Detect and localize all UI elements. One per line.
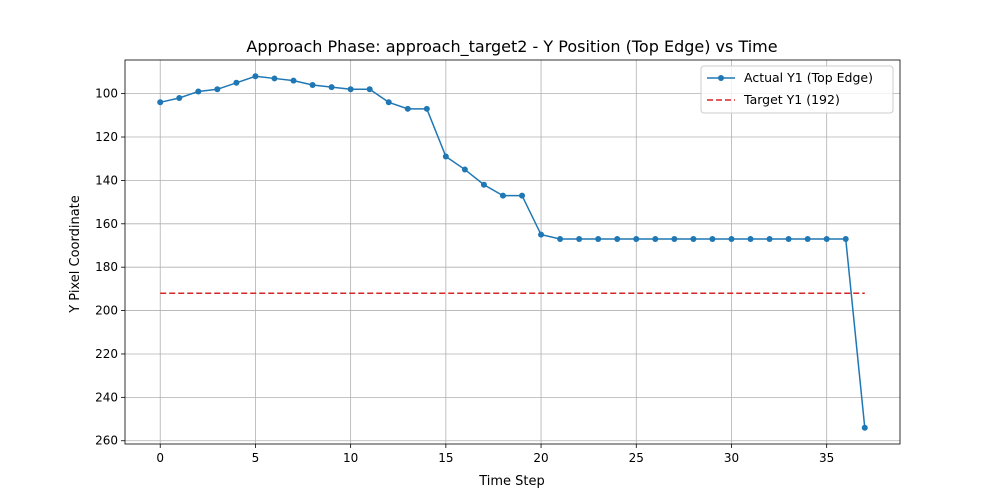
- x-tick-label: 20: [533, 451, 548, 465]
- data-point: [557, 235, 564, 242]
- data-point: [328, 84, 335, 91]
- x-axis-label: Time Step: [478, 474, 545, 489]
- data-point: [766, 235, 773, 242]
- grid: [125, 60, 900, 444]
- data-point: [652, 235, 659, 242]
- y-axis-label: Y Pixel Coordinate: [68, 195, 83, 314]
- y-tick-label: 260: [95, 434, 118, 448]
- data-point: [842, 235, 849, 242]
- chart-title: Approach Phase: approach_target2 - Y Pos…: [246, 37, 777, 57]
- data-point: [290, 77, 297, 84]
- data-point: [233, 79, 240, 86]
- series-line-0: [160, 75, 866, 428]
- y-tick-label: 100: [95, 87, 118, 101]
- legend-label-target: Target Y1 (192): [743, 92, 840, 107]
- legend-box: [700, 65, 894, 114]
- data-point: [538, 231, 545, 238]
- data-point: [347, 86, 354, 93]
- y-tick-label: 180: [95, 260, 118, 274]
- data-point: [366, 86, 373, 93]
- data-point: [309, 81, 316, 88]
- data-point: [671, 235, 678, 242]
- y-tick-label: 200: [95, 304, 118, 318]
- y-tick-label: 220: [95, 347, 118, 361]
- x-tick-label: 30: [724, 451, 739, 465]
- data-point: [519, 192, 526, 199]
- data-point: [442, 153, 449, 160]
- data-point: [804, 235, 811, 242]
- data-point: [728, 235, 735, 242]
- x-tick-label: 25: [629, 451, 644, 465]
- data-point: [195, 88, 202, 95]
- data-point: [595, 235, 602, 242]
- y-tick-label: 120: [95, 130, 118, 144]
- y-tick-label: 240: [95, 390, 118, 404]
- y-tick-label: 140: [95, 173, 118, 187]
- data-point: [423, 105, 430, 112]
- data-point: [271, 75, 278, 82]
- data-point: [480, 181, 487, 188]
- x-tick-label: 10: [343, 451, 358, 465]
- data-point: [252, 73, 259, 80]
- data-point: [176, 94, 183, 101]
- data-point: [404, 105, 411, 112]
- data-point: [499, 192, 506, 199]
- data-point: [576, 235, 583, 242]
- data-point: [861, 424, 868, 431]
- legend-label-actual: Actual Y1 (Top Edge): [744, 70, 873, 85]
- data-point: [461, 166, 468, 173]
- series-layer: [157, 73, 868, 431]
- ticks: 0 5 10 15 20 25 30 35 100 120 140 160 180 200 220 240 26…: [95, 87, 834, 465]
- x-tick-label: 15: [438, 451, 453, 465]
- legend-marker-actual: [718, 75, 724, 81]
- data-point: [709, 235, 716, 242]
- data-point: [633, 235, 640, 242]
- data-point: [690, 235, 697, 242]
- data-point: [385, 99, 392, 106]
- plot-frame: [124, 59, 901, 445]
- y-tick-label: 160: [95, 217, 118, 231]
- data-point: [747, 235, 754, 242]
- data-point: [214, 86, 221, 93]
- x-tick-label: 5: [252, 451, 260, 465]
- data-point: [785, 235, 792, 242]
- x-tick-label: 35: [819, 451, 834, 465]
- data-point: [157, 99, 164, 106]
- x-tick-label: 0: [156, 451, 164, 465]
- legend: Actual Y1 (Top Edge) Target Y1 (192): [700, 65, 894, 114]
- data-point: [823, 235, 830, 242]
- data-point: [614, 235, 621, 242]
